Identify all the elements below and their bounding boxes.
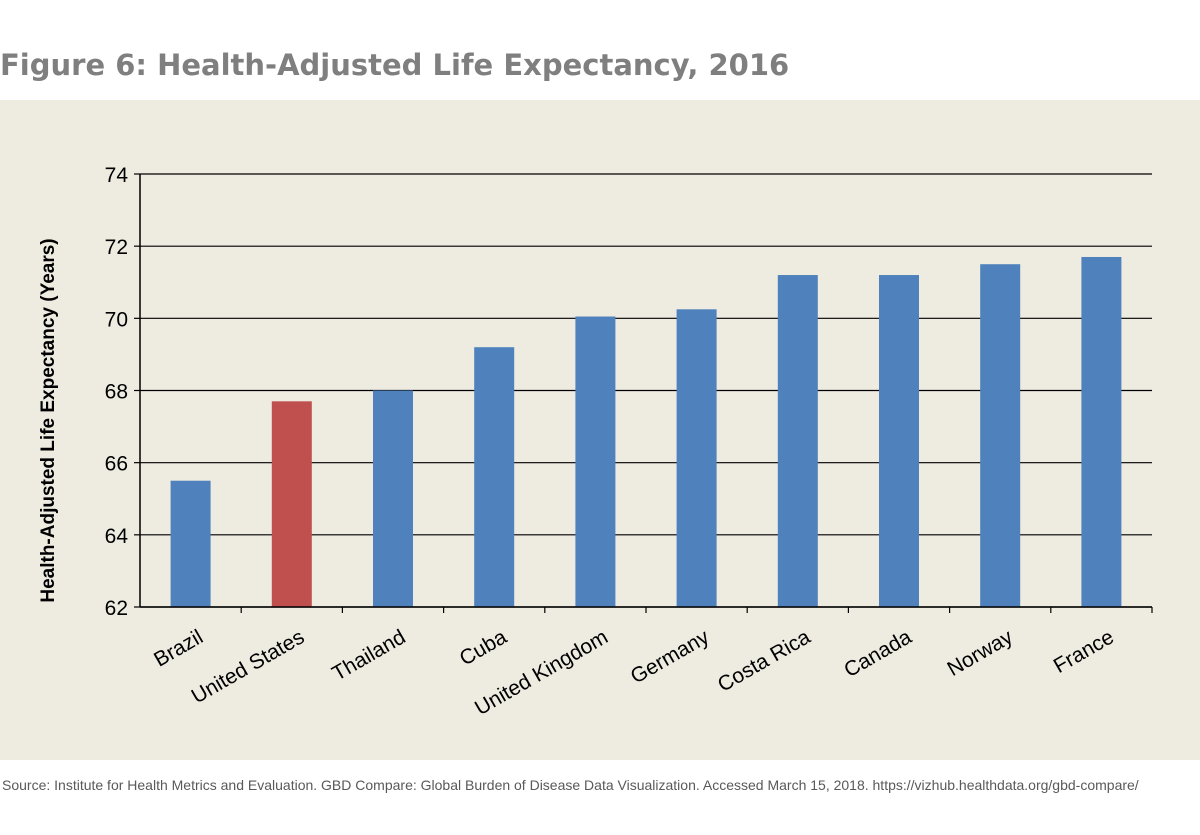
x-tick-label: Thailand: [328, 625, 409, 685]
bar: [373, 390, 413, 607]
y-axis-title: Health-Adjusted Life Expectancy (Years): [38, 238, 59, 602]
x-tick-label: Canada: [840, 625, 915, 682]
y-tick-label: 64: [105, 525, 129, 548]
bar: [1081, 256, 1122, 607]
y-tick-label: 74: [105, 164, 129, 187]
bar: [777, 275, 818, 607]
bar: [474, 347, 515, 607]
x-tick-label: France: [1050, 625, 1118, 678]
bar: [575, 316, 616, 607]
bar: [676, 309, 717, 607]
x-tick-label: Brazil: [150, 625, 207, 671]
y-tick-label: 66: [105, 453, 128, 476]
bar: [980, 264, 1021, 607]
chart-title: Figure 6: Health-Adjusted Life Expectanc…: [0, 48, 790, 82]
y-tick-label: 72: [105, 236, 128, 259]
bar: [271, 401, 312, 607]
bar: [170, 480, 211, 607]
x-tick-label: Costa Rica: [714, 625, 815, 696]
y-tick-label: 62: [105, 597, 128, 620]
x-tick-label: Norway: [944, 625, 1018, 681]
y-tick-label: 70: [105, 308, 128, 331]
source-note: Source: Institute for Health Metrics and…: [2, 777, 1139, 793]
x-tick-label: Cuba: [456, 625, 511, 670]
bar: [879, 275, 919, 607]
x-tick-label: United States: [188, 625, 309, 708]
y-tick-label: 68: [105, 381, 128, 404]
x-tick-label: Germany: [627, 625, 714, 688]
